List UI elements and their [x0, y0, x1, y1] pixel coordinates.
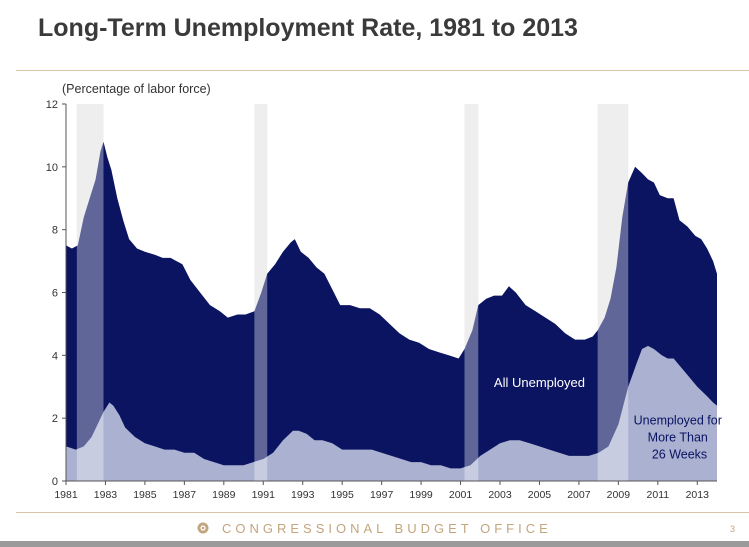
page-number: 3: [730, 524, 736, 534]
recession-overlay: [76, 104, 104, 481]
x-tick-label: 1981: [54, 489, 78, 501]
series-label-long-term: Unemployed for More Than 26 Weeks: [634, 413, 726, 461]
y-tick-label: 12: [46, 99, 58, 111]
area-long-term-unemployed: [66, 345, 717, 481]
x-tick-label: 1985: [133, 489, 157, 501]
x-tick-label: 1999: [409, 489, 433, 501]
x-tick-label: 1995: [331, 489, 355, 501]
recession-overlay: [597, 104, 629, 481]
x-tick-label: 1991: [252, 489, 276, 501]
area-all-unemployed: [66, 141, 717, 481]
series-label-all-unemployed: All Unemployed: [494, 375, 585, 390]
x-tick-label: 2011: [647, 489, 670, 501]
recession-overlays: [76, 104, 629, 481]
x-tick-label: 2013: [686, 489, 710, 501]
footer: CONGRESSIONAL BUDGET OFFICE 3: [0, 520, 749, 540]
x-tick-label: 1987: [173, 489, 197, 501]
x-tick-label: 2007: [567, 489, 591, 501]
y-tick-label: 8: [52, 225, 58, 237]
top-divider: [16, 70, 749, 71]
x-tick-label: 2001: [449, 489, 473, 501]
x-tick-label: 2005: [528, 489, 552, 501]
y-tick-label: 0: [52, 476, 58, 488]
page-title: Long-Term Unemployment Rate, 1981 to 201…: [38, 14, 578, 42]
x-tick-label: 1989: [212, 489, 236, 501]
bottom-bar: [0, 541, 749, 547]
x-tick-label: 1997: [370, 489, 394, 501]
y-tick-label: 4: [52, 350, 58, 362]
recession-overlay: [464, 104, 479, 481]
series-label-long-term-line-3: 26 Weeks: [652, 447, 707, 461]
x-tick-label: 2009: [607, 489, 631, 501]
x-tick-label: 1993: [291, 489, 315, 501]
footer-org-name: CONGRESSIONAL BUDGET OFFICE: [222, 521, 552, 536]
series-label-long-term-line-2: More Than: [648, 430, 708, 444]
axes: 0 2 4 6 8 10 12 1981 1983 1985 1987 1989 1991 1993 199…: [46, 99, 717, 501]
x-tick-label: 1983: [94, 489, 118, 501]
cbo-logo-icon: [197, 522, 209, 534]
series-label-long-term-line-1: Unemployed for: [634, 413, 722, 427]
long-term-unemployment-chart: (Percentage of labor force) 0 2 4 6 8 10 12 198…: [46, 82, 726, 501]
y-tick-label: 10: [46, 162, 58, 174]
y-tick-label: 2: [52, 413, 58, 425]
x-tick-label: 2003: [488, 489, 512, 501]
y-axis-label: (Percentage of labor force): [62, 82, 211, 96]
bottom-divider: [16, 512, 749, 513]
y-tick-label: 6: [52, 288, 58, 300]
recession-overlay: [254, 104, 268, 481]
